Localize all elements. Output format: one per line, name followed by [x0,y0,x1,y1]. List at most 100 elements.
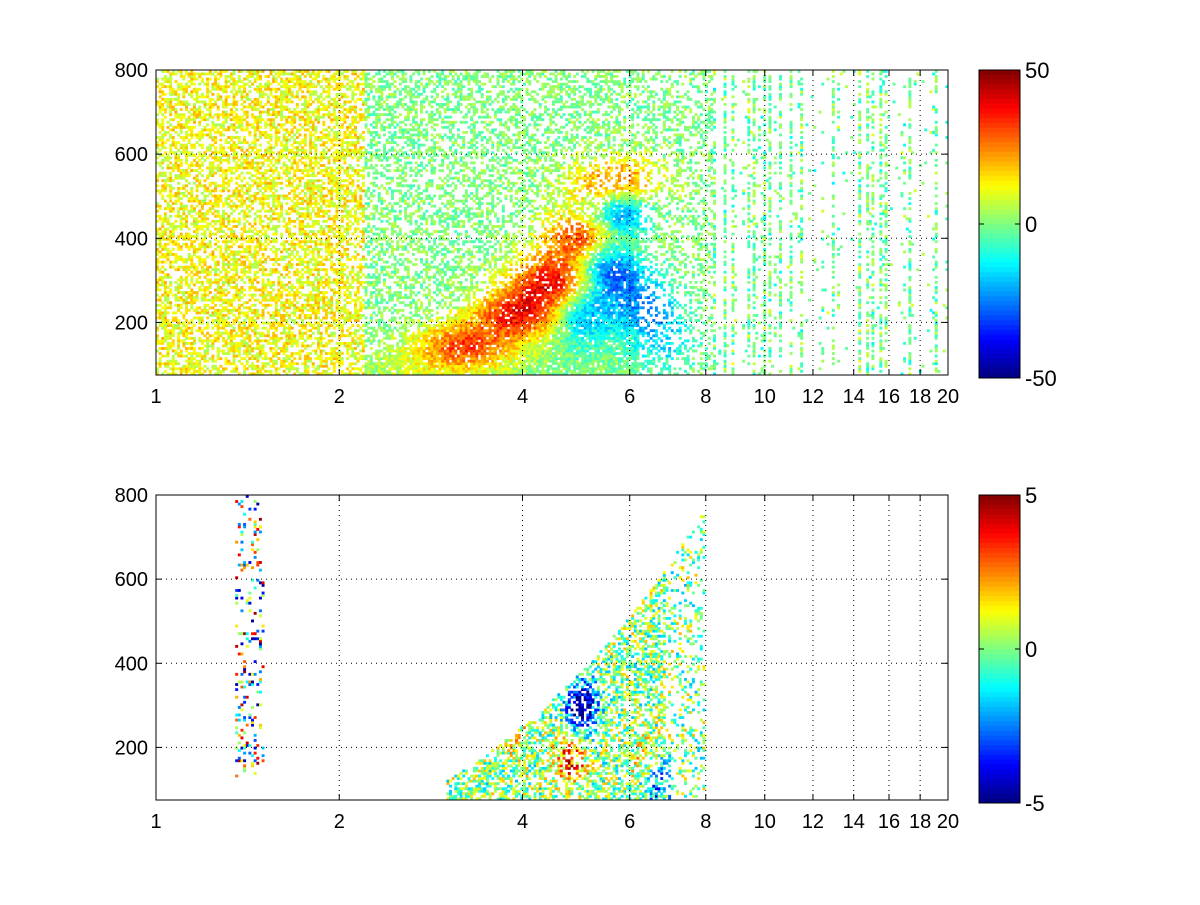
heatmap-cell [208,369,212,373]
heatmap-cell [227,270,231,274]
heatmap-cell [309,303,313,307]
heatmap-cell [311,298,315,302]
heatmap-cell [272,80,276,84]
heatmap-cell [248,199,252,203]
heatmap-cell [203,115,207,119]
heatmap-cell [324,232,328,236]
heatmap-cell [330,255,334,259]
heatmap-cell [290,258,294,261]
heatmap-cell [295,321,299,325]
heatmap-cell [327,156,331,160]
heatmap-cell [198,352,202,355]
heatmap-cell [309,118,313,122]
heatmap-cell [200,161,204,165]
heatmap-cell [192,369,196,373]
heatmap-cell [248,171,252,175]
heatmap-cell [195,110,199,114]
heatmap-cell [269,113,273,117]
heatmap-cell [314,222,318,226]
heatmap-cell [208,283,212,287]
heatmap-cell [243,230,247,233]
heatmap-cell [195,92,199,96]
heatmap-cell [237,298,241,302]
heatmap-cell [261,186,265,190]
heatmap-cell [277,123,281,127]
heatmap-cell [261,247,265,251]
heatmap-cell [169,275,173,279]
heatmap-cell [158,303,162,307]
heatmap-cell [187,291,191,294]
heatmap-cell [298,87,302,91]
heatmap-cell [295,288,299,292]
heatmap-cell [177,258,181,261]
heatmap-cell [266,235,270,239]
heatmap-cell [203,125,207,129]
heatmap-cell [261,311,265,315]
heatmap-cell [208,97,212,101]
heatmap-cell [330,372,334,376]
heatmap-cell [261,90,265,94]
heatmap-cell [272,237,276,241]
heatmap-cell [158,103,162,106]
heatmap-cell [285,77,289,81]
heatmap-cell [288,166,291,170]
heatmap-cell [174,253,178,256]
heatmap-cell [200,270,204,274]
heatmap-cell [163,174,167,178]
heatmap-cell [258,70,262,73]
heatmap-cell [319,319,323,322]
heatmap-cell [219,372,223,376]
heatmap-cell [314,308,318,312]
heatmap-cell [240,85,244,89]
heatmap-cell [288,77,291,81]
heatmap-cell [177,324,181,328]
heatmap-cell [161,138,165,142]
heatmap-cell [222,291,225,294]
heatmap-cell [229,113,233,117]
heatmap-cell [222,253,225,256]
heatmap-cell [248,339,252,343]
heatmap-cell [224,186,228,190]
heatmap-cell [301,197,305,200]
heatmap-cell [301,303,305,307]
heatmap-cell [198,212,202,216]
heatmap-cell [166,153,170,157]
heatmap-cell [282,72,286,76]
heatmap-cell [192,105,196,109]
heatmap-cell [348,166,352,170]
heatmap-cell [322,303,326,307]
heatmap-cell [227,166,231,170]
heatmap-cell [330,230,334,233]
heatmap-cell [272,352,276,355]
heatmap-cell [166,217,170,221]
heatmap-cell [311,240,315,244]
heatmap-cell [258,202,262,206]
heatmap-cell [272,75,276,78]
heatmap-cell [248,372,252,376]
heatmap-cell [306,268,310,272]
heatmap-cell [222,113,225,117]
heatmap-cell [227,263,231,267]
heatmap-cell [227,136,231,139]
heatmap-cell [240,166,244,170]
heatmap-cell [314,245,318,249]
heatmap-cell [290,341,294,345]
heatmap-cell [174,225,178,228]
heatmap-cell [185,258,188,261]
heatmap-cell [192,181,196,185]
heatmap-cell [301,349,305,353]
heatmap-cell [253,138,257,142]
heatmap-cell [211,103,215,106]
heatmap-cell [227,349,231,353]
heatmap-cell [269,291,273,294]
heatmap-cell [314,148,318,152]
heatmap-cell [192,125,196,129]
heatmap-cell [288,260,291,264]
heatmap-cell [232,263,236,267]
heatmap-cell [219,199,223,203]
heatmap-cell [158,250,162,254]
heatmap-cell [306,87,310,91]
heatmap-cell [161,118,165,122]
heatmap-cell [169,209,173,213]
heatmap-cell [290,176,294,180]
